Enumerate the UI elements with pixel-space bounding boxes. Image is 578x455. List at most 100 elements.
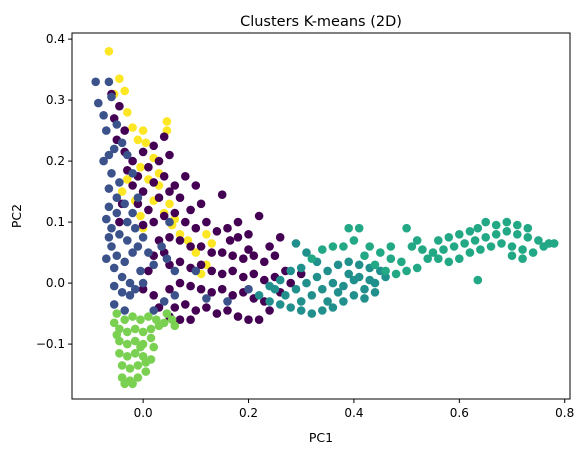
- scatter-point: [360, 251, 369, 260]
- y-tick-label: 0.3: [46, 93, 65, 107]
- scatter-point: [428, 248, 438, 257]
- scatter-point: [128, 248, 137, 257]
- scatter-point: [165, 187, 174, 196]
- scatter-point: [296, 263, 306, 273]
- scatter-point: [307, 291, 317, 300]
- scatter-point: [265, 297, 274, 306]
- scatter-point: [138, 187, 148, 196]
- x-axis-label: PC1: [309, 430, 333, 445]
- scatter-point: [217, 190, 227, 199]
- scatter-point: [265, 242, 274, 251]
- scatter-point: [120, 257, 129, 267]
- scatter-point: [239, 272, 248, 282]
- scatter-point: [144, 266, 153, 276]
- scatter-point: [339, 297, 348, 306]
- scatter-point: [99, 111, 108, 120]
- scatter-point: [534, 236, 543, 245]
- scatter-point: [476, 245, 485, 254]
- scatter-point: [481, 233, 491, 242]
- scatter-point: [455, 230, 464, 239]
- scatter-point: [470, 236, 480, 245]
- scatter-point: [123, 150, 132, 160]
- scatter-point: [444, 233, 454, 242]
- scatter-point: [130, 349, 140, 358]
- scatter-point: [144, 162, 153, 172]
- scatter-point: [109, 318, 119, 328]
- scatter-point: [223, 223, 232, 233]
- scatter-point: [175, 193, 185, 202]
- scatter-point: [260, 275, 269, 285]
- scatter-point: [181, 300, 190, 309]
- scatter-point: [444, 257, 454, 267]
- scatter-point: [170, 321, 180, 331]
- scatter-point: [228, 266, 237, 276]
- scatter-point: [196, 242, 206, 251]
- scatter-point: [133, 361, 143, 370]
- scatter-point: [370, 288, 380, 297]
- scatter-point: [202, 217, 211, 227]
- scatter-point: [149, 306, 158, 315]
- scatter-point: [133, 242, 143, 251]
- scatter-point: [328, 278, 338, 288]
- scatter-point: [318, 245, 327, 254]
- scatter-point: [217, 269, 227, 279]
- scatter-point: [228, 291, 237, 300]
- scatter-point: [439, 245, 448, 254]
- scatter-point: [207, 288, 216, 297]
- scatter-point: [239, 254, 248, 263]
- scatter-point: [196, 199, 206, 209]
- scatter-point: [497, 239, 506, 248]
- y-tick-label: 0.4: [46, 32, 65, 46]
- scatter-point: [115, 230, 124, 239]
- y-tick-label: 0.0: [46, 276, 65, 290]
- scatter-point: [112, 208, 122, 218]
- scatter-point: [125, 364, 135, 373]
- scatter-point: [217, 248, 227, 257]
- scatter-point: [491, 220, 501, 230]
- scatter-point: [207, 239, 216, 248]
- scatter-point: [104, 47, 114, 56]
- scatter-point: [123, 175, 132, 184]
- scatter-point: [386, 242, 396, 251]
- data-points: [91, 47, 559, 389]
- scatter-point: [104, 77, 114, 87]
- scatter-point: [102, 126, 111, 135]
- scatter-point: [207, 248, 216, 257]
- scatter-point: [175, 257, 185, 267]
- scatter-point: [370, 260, 380, 270]
- scatter-point: [344, 269, 354, 279]
- scatter-point: [123, 108, 132, 117]
- scatter-point: [333, 288, 343, 297]
- scatter-point: [109, 300, 119, 309]
- scatter-point: [291, 284, 301, 294]
- scatter-point: [128, 156, 137, 166]
- scatter-point: [165, 150, 174, 160]
- scatter-point: [104, 202, 114, 212]
- scatter-point: [104, 184, 114, 193]
- scatter-point: [339, 242, 348, 251]
- scatter-point: [162, 254, 172, 263]
- scatter-point: [318, 284, 327, 294]
- scatter-point: [518, 245, 527, 254]
- scatter-point: [354, 223, 364, 233]
- scatter-point: [186, 242, 195, 251]
- scatter-point: [244, 284, 253, 294]
- scatter-point: [291, 239, 301, 248]
- y-tick-label: 0.2: [46, 154, 65, 168]
- scatter-point: [254, 211, 264, 221]
- scatter-point: [223, 297, 232, 306]
- x-tick-label: 0.4: [344, 406, 363, 420]
- scatter-point: [302, 278, 311, 288]
- scatter-point: [175, 278, 185, 288]
- scatter-point: [449, 242, 459, 251]
- scatter-point: [225, 236, 235, 245]
- x-tick-label: 0.2: [239, 406, 258, 420]
- scatter-point: [107, 169, 116, 178]
- scatter-point: [473, 223, 483, 233]
- scatter-point: [170, 266, 180, 276]
- scatter-point: [138, 220, 148, 230]
- scatter-point: [165, 284, 174, 294]
- scatter-point: [149, 217, 158, 227]
- scatter-point: [175, 230, 185, 239]
- scatter-point: [465, 248, 475, 257]
